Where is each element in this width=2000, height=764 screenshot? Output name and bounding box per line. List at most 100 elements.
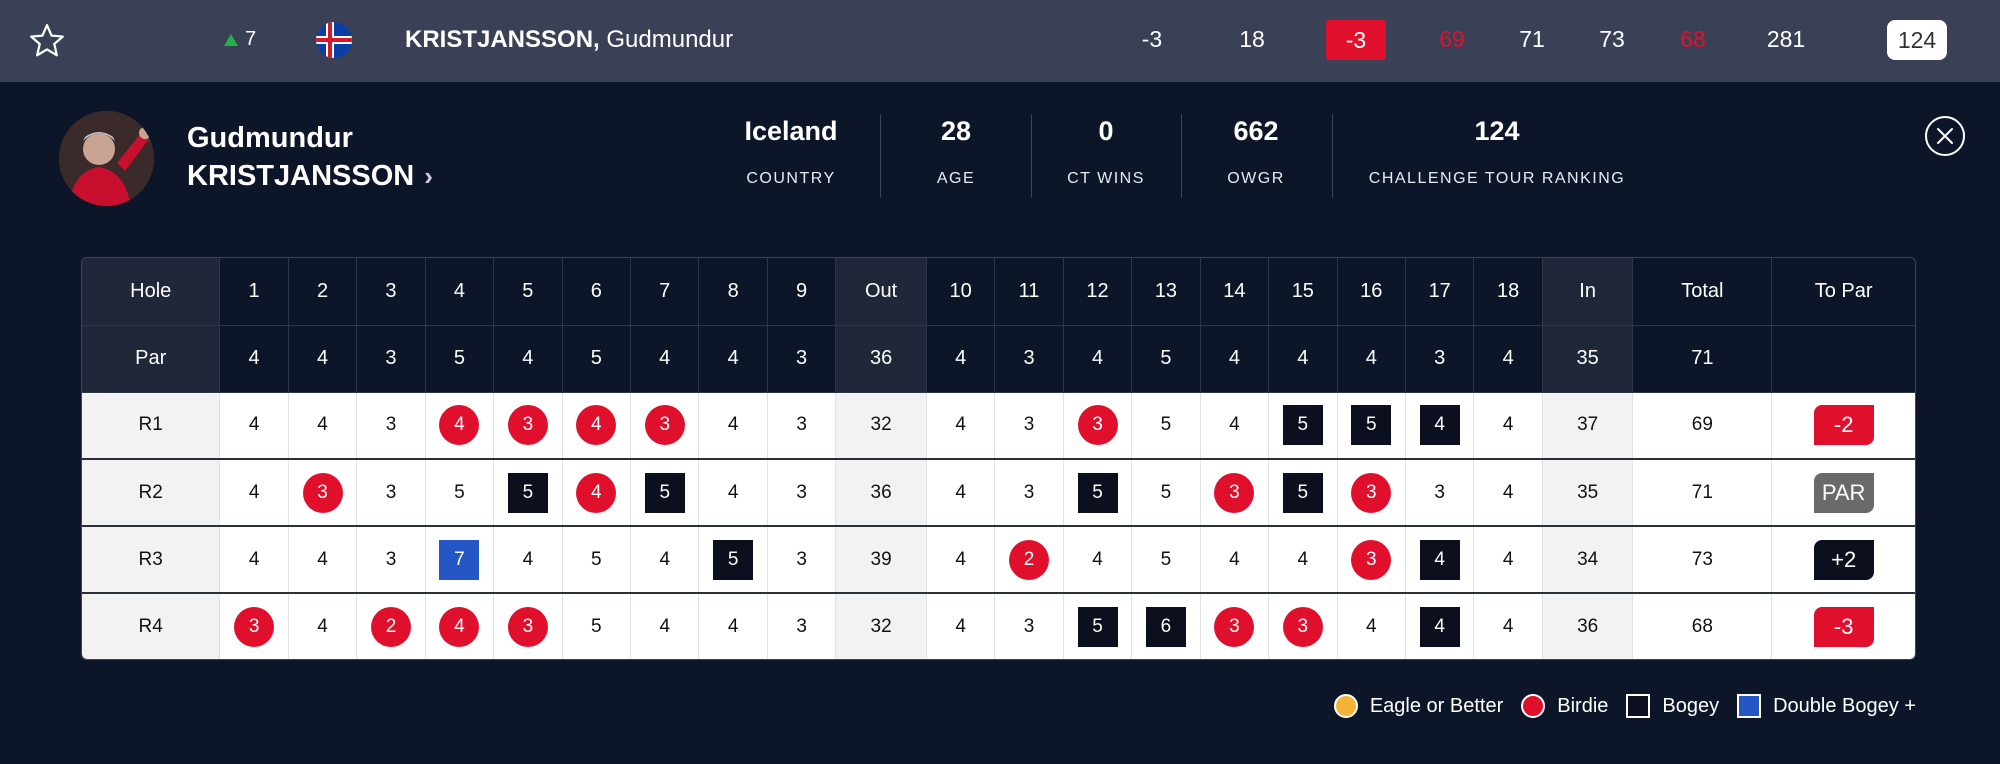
score-cell: 3 bbox=[1200, 459, 1270, 527]
score-cell: 36 bbox=[835, 459, 927, 527]
score-cell: 4 bbox=[1268, 526, 1338, 594]
legend: Eagle or Better Birdie Bogey Double Bogey + bbox=[1333, 694, 1916, 718]
par-row-cell: 4 bbox=[1473, 325, 1543, 393]
score-cell: 4 bbox=[219, 459, 289, 527]
round-row: R4 3 4 2 4 3 5 4 4 3 32 4 3 5 6 3 3 4 4 4 36 68 -3 bbox=[82, 593, 1915, 659]
bogey-marker: 4 bbox=[1419, 539, 1460, 580]
score-cell: 5 bbox=[698, 526, 768, 594]
thru-value: 18 bbox=[1239, 26, 1265, 52]
par-row-cell: 3 bbox=[356, 325, 426, 393]
divider bbox=[1181, 114, 1182, 198]
hole-header-row-cell: Total bbox=[1632, 258, 1773, 326]
leaderboard-row[interactable]: 7 KRISTJANSSON, Gudmundur -3 18 -3 69 71… bbox=[0, 0, 2000, 82]
stat-country-label: COUNTRY bbox=[746, 170, 836, 187]
stat-owgr-value: 662 bbox=[1233, 116, 1279, 146]
birdie-marker: 3 bbox=[1214, 472, 1255, 513]
hole-header-row-cell: Out bbox=[835, 258, 927, 326]
round-label: R1 bbox=[82, 392, 221, 460]
profile-last-name-link[interactable]: KRISTJANSSON › bbox=[187, 160, 433, 193]
score-cell: 4 bbox=[288, 392, 358, 460]
star-icon[interactable] bbox=[28, 22, 66, 60]
scorecard: Hole 1 2 3 4 5 6 7 8 9 Out 10 11 12 13 14 15 16 17 18 In Tota… bbox=[81, 257, 1916, 660]
score-cell: 4 bbox=[1473, 526, 1543, 594]
to-par-cell: +2 bbox=[1771, 526, 1915, 594]
score-cell: 4 bbox=[926, 526, 996, 594]
hole-header-row-cell: 11 bbox=[994, 258, 1064, 326]
par-row-cell: 35 bbox=[1542, 325, 1634, 393]
close-button[interactable] bbox=[1925, 116, 1965, 156]
to-par-badge: -3 bbox=[1813, 607, 1874, 647]
par-row-cell: 4 bbox=[698, 325, 768, 393]
hole-header-row-cell: 13 bbox=[1131, 258, 1201, 326]
score-cell: 5 bbox=[493, 459, 563, 527]
hole-header-row-cell: 8 bbox=[698, 258, 768, 326]
score-cell: 32 bbox=[835, 593, 927, 659]
score-cell: 5 bbox=[562, 526, 632, 594]
score-cell: 5 bbox=[425, 459, 495, 527]
score-cell: 4 bbox=[1473, 459, 1543, 527]
birdie-marker: 4 bbox=[439, 607, 480, 647]
stat-age: 28 AGE bbox=[900, 116, 1012, 188]
score-cell: 3 bbox=[767, 459, 837, 527]
par-row-cell: 4 bbox=[1200, 325, 1270, 393]
birdie-marker: 3 bbox=[234, 607, 275, 647]
score-cell: 4 bbox=[926, 459, 996, 527]
score-cell: 3 bbox=[356, 392, 426, 460]
birdie-marker: 3 bbox=[1351, 539, 1392, 580]
score-cell: 3 bbox=[630, 392, 700, 460]
hole-header-row-cell: 2 bbox=[288, 258, 358, 326]
score-cell: 5 bbox=[1268, 392, 1338, 460]
legend-label: Birdie bbox=[1557, 694, 1609, 717]
score-cell: 4 bbox=[288, 526, 358, 594]
score-cell: 36 bbox=[1542, 593, 1634, 659]
dbogey-marker: 7 bbox=[439, 539, 480, 580]
birdie-marker: 3 bbox=[1077, 405, 1118, 446]
player-name[interactable]: KRISTJANSSON, Gudmundur bbox=[405, 26, 733, 54]
to-par-cell: -2 bbox=[1771, 392, 1915, 460]
hole-header-row-cell: 15 bbox=[1268, 258, 1338, 326]
stat-ct-wins-label: CT WINS bbox=[1067, 170, 1145, 187]
round-label: R2 bbox=[82, 459, 221, 527]
score-cell: 4 bbox=[698, 392, 768, 460]
score-cell: 3 bbox=[1268, 593, 1338, 659]
chevron-right-icon: › bbox=[424, 161, 433, 191]
hole-header-row-cell: To Par bbox=[1771, 258, 1915, 326]
bogey-swatch-icon bbox=[1626, 694, 1651, 718]
score-cell: 4 bbox=[562, 392, 632, 460]
movement-value: 7 bbox=[245, 28, 257, 50]
score-cell: 4 bbox=[1200, 392, 1270, 460]
bogey-marker: 5 bbox=[1351, 405, 1392, 446]
par-row-cell: 4 bbox=[493, 325, 563, 393]
score-cell: 4 bbox=[1473, 593, 1543, 659]
stat-age-label: AGE bbox=[936, 170, 976, 187]
arrow-up-icon bbox=[224, 33, 238, 46]
score-cell: 6 bbox=[1131, 593, 1201, 659]
score-cell: 4 bbox=[1337, 593, 1406, 659]
score-cell: 3 bbox=[219, 593, 289, 659]
stat-challenge-tour-ranking: 124 CHALLENGE TOUR RANKING bbox=[1350, 116, 1644, 188]
score-cell: 5 bbox=[1131, 459, 1201, 527]
bogey-marker: 4 bbox=[1419, 607, 1460, 647]
par-row-cell: 4 bbox=[1337, 325, 1406, 393]
stat-country: Iceland COUNTRY bbox=[730, 116, 852, 188]
hole-header-row-cell: 16 bbox=[1337, 258, 1406, 326]
par-row-cell: 4 bbox=[219, 325, 289, 393]
ranking-badge: 124 bbox=[1887, 20, 1947, 60]
to-par-cell: PAR bbox=[1771, 459, 1915, 527]
eagle-swatch-icon bbox=[1333, 694, 1358, 718]
bogey-marker: 5 bbox=[1077, 472, 1118, 513]
stat-ct-wins-value: 0 bbox=[1098, 116, 1114, 146]
today-badge: -3 bbox=[1326, 20, 1386, 60]
score-cell: 39 bbox=[835, 526, 927, 594]
legend-item-bogey: Bogey bbox=[1626, 694, 1719, 718]
score-cell: 2 bbox=[994, 526, 1064, 594]
par-row: Par 4 4 3 5 4 5 4 4 3 36 4 3 4 5 4 4 4 3 4 35 71 bbox=[82, 325, 1915, 393]
score-cell: 4 bbox=[698, 459, 768, 527]
score-cell: 3 bbox=[767, 392, 837, 460]
score-cell: 5 bbox=[1337, 392, 1406, 460]
score-cell: 4 bbox=[698, 593, 768, 659]
par-row-cell: 71 bbox=[1632, 325, 1773, 393]
score-cell: 3 bbox=[1405, 459, 1475, 527]
hole-header-row-cell: Hole bbox=[82, 258, 221, 326]
divider bbox=[1332, 114, 1333, 198]
